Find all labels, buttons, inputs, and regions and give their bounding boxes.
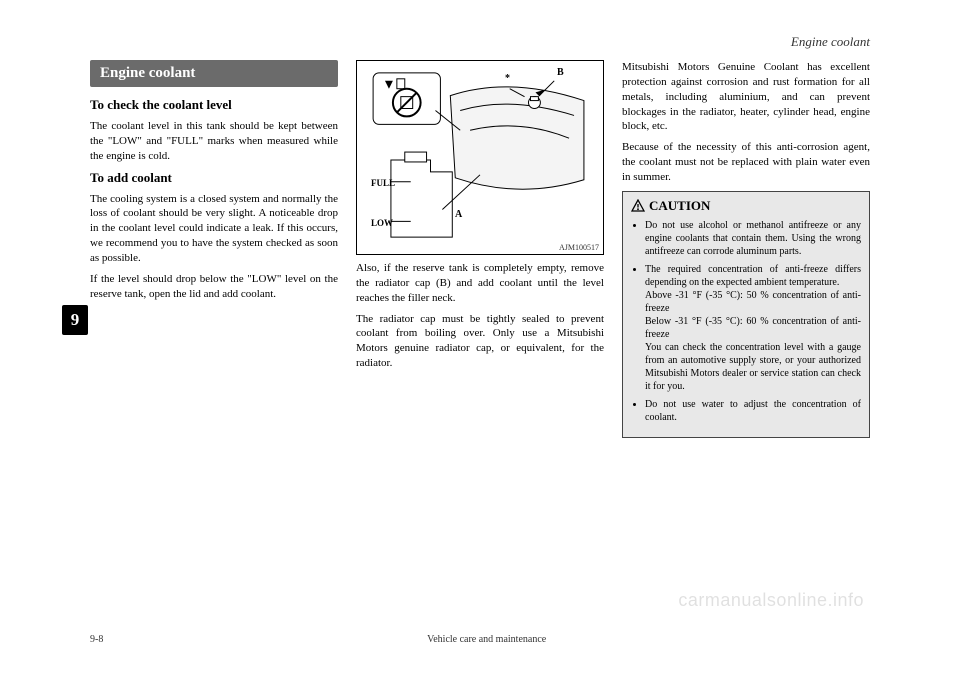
caution-title: CAUTION	[649, 198, 710, 215]
column-3: Mitsubishi Motors Genuine Coolant has ex…	[622, 60, 870, 438]
text-no-plain-water: Because of the necessity of this anti-co…	[622, 140, 870, 185]
caution-heading: CAUTION	[631, 198, 861, 215]
footer-page-num: 9-8	[90, 634, 103, 645]
text-radiator-cap: The radiator cap must be tightly sealed …	[356, 312, 604, 371]
chapter-tab: 9	[62, 305, 88, 335]
label-a: A	[455, 209, 462, 220]
warning-icon	[631, 199, 645, 213]
caution-list: Do not use alcohol or methanol antifreez…	[631, 219, 861, 424]
caution-item: The required concentration of anti-freez…	[645, 263, 861, 393]
label-b: B	[557, 67, 564, 78]
running-head: Engine coolant	[791, 34, 870, 50]
label-full: FULL	[371, 178, 395, 188]
subhead-check-level: To check the coolant level	[90, 97, 338, 113]
label-star: *	[505, 73, 510, 84]
section-title: Engine coolant	[90, 60, 338, 87]
caution-item: Do not use water to adjust the concentra…	[645, 398, 861, 424]
footer: 9-8 Vehicle care and maintenance	[90, 634, 870, 645]
label-low: LOW	[371, 218, 393, 228]
figure-id: AJM100517	[559, 243, 599, 252]
text-genuine-coolant: Mitsubishi Motors Genuine Coolant has ex…	[622, 60, 870, 134]
text-add-coolant-2: If the level should drop below the "LOW"…	[90, 272, 338, 302]
watermark: carmanualsonline.info	[678, 590, 864, 611]
page-content: Engine coolant To check the coolant leve…	[0, 0, 960, 478]
text-check-level: The coolant level in this tank should be…	[90, 119, 338, 164]
column-1: Engine coolant To check the coolant leve…	[90, 60, 338, 438]
figure-coolant: FULL LOW A B * AJM100517	[356, 60, 604, 255]
caution-box: CAUTION Do not use alcohol or methanol a…	[622, 191, 870, 438]
text-add-coolant-1: The cooling system is a closed system an…	[90, 192, 338, 266]
text-reserve-empty: Also, if the reserve tank is completely …	[356, 261, 604, 306]
footer-chapter: Vehicle care and maintenance	[427, 634, 546, 645]
caution-item: Do not use alcohol or methanol antifreez…	[645, 219, 861, 258]
column-2: FULL LOW A B * AJM100517 Also, if the re…	[356, 60, 604, 438]
figure-svg	[357, 61, 603, 254]
subhead-add-coolant: To add coolant	[90, 170, 338, 186]
